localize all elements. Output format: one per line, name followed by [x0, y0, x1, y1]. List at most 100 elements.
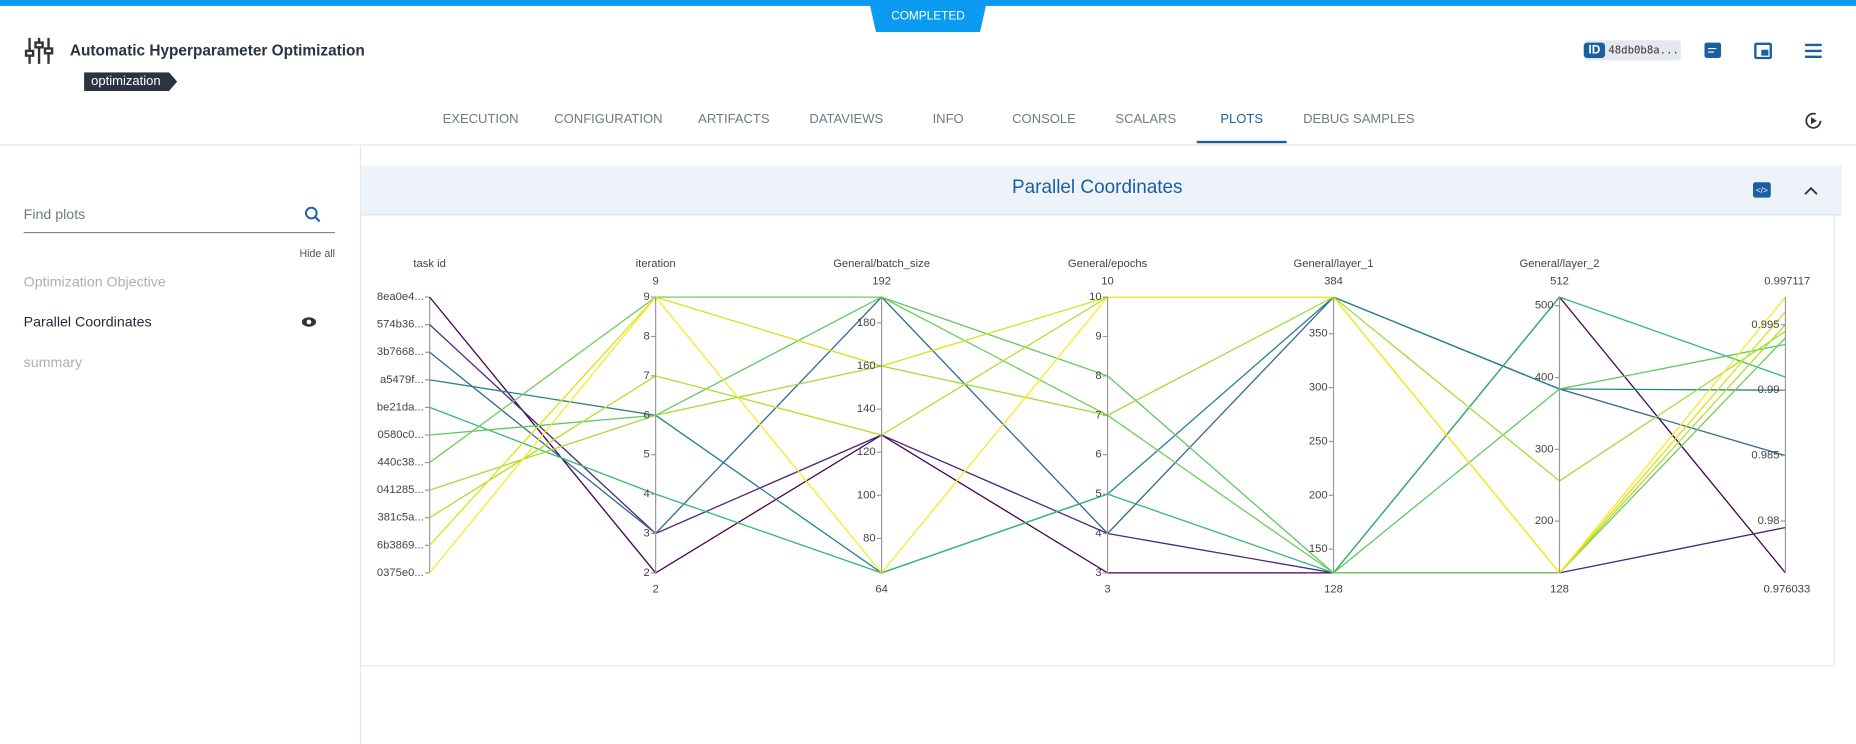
axis-max: 512	[1550, 276, 1569, 288]
axis-min: 64	[875, 583, 888, 595]
category-label: 6b3869...	[377, 539, 424, 551]
tick-label: 140	[857, 403, 876, 415]
collapse-button[interactable]	[1804, 186, 1818, 195]
app-icon	[24, 37, 54, 64]
tick-label: 10	[1089, 291, 1102, 303]
task-title: Automatic Hyperparameter Optimization	[69, 41, 365, 60]
visibility-icon[interactable]	[301, 316, 318, 328]
tick-label: 0.995	[1751, 319, 1779, 331]
tab[interactable]: PLOTS	[1220, 112, 1264, 127]
axis-max: 10	[1101, 276, 1114, 288]
layout-button[interactable]	[1754, 42, 1772, 60]
plot-actions: </>	[1753, 182, 1818, 198]
category-label: 3b7668...	[377, 346, 424, 358]
tick-label: 4	[1095, 527, 1101, 539]
tick-label: 500	[1535, 300, 1554, 312]
axis-max: 384	[1324, 276, 1343, 288]
category-label: 381c5a...	[378, 512, 424, 524]
tick-label: 350	[1309, 328, 1328, 340]
category-label: 0580c0...	[378, 429, 424, 441]
tick-label: 6	[643, 409, 649, 421]
tag[interactable]: optimization	[84, 72, 177, 91]
plot-list-item[interactable]: Parallel Coordinates	[23, 313, 152, 331]
tick-label: 300	[1309, 382, 1328, 394]
axis-max: 192	[872, 276, 891, 288]
category-label: 0375e0...	[377, 567, 424, 579]
search-icon[interactable]	[304, 206, 322, 224]
tick-label: 0.99	[1758, 384, 1780, 396]
axis-min: 2	[653, 583, 659, 595]
plot-list-item[interactable]: Optimization Objective	[23, 273, 166, 290]
axis-label: iteration	[636, 258, 676, 270]
tick-label: 150	[1309, 543, 1328, 555]
header-actions	[1704, 42, 1822, 60]
status-badge: COMPLETED	[868, 0, 988, 32]
tick-label: 8	[643, 330, 649, 342]
status-text: COMPLETED	[891, 9, 965, 23]
tick-label: 9	[1095, 330, 1101, 342]
id-badge[interactable]: ID 48db0b8a...	[1583, 40, 1681, 61]
tick-label: 200	[1309, 489, 1328, 501]
tick-label: 8	[1095, 370, 1101, 382]
tick-label: 3	[643, 527, 649, 539]
tab[interactable]: CONSOLE	[1012, 112, 1076, 127]
axis-max: 9	[653, 276, 659, 288]
menu-button[interactable]	[1805, 43, 1822, 58]
axis-label: task id	[413, 258, 445, 270]
tick-label: 7	[1095, 409, 1101, 421]
tick-label: 3	[1095, 567, 1101, 579]
category-label: 041285...	[377, 484, 424, 496]
tab[interactable]: CONFIGURATION	[554, 112, 663, 127]
sidebar-border	[359, 145, 362, 744]
embed-button[interactable]	[1753, 182, 1771, 198]
info-button[interactable]	[1704, 42, 1722, 58]
plot-header	[361, 165, 1842, 216]
tab[interactable]: INFO	[932, 112, 964, 127]
tick-label: 180	[857, 317, 876, 329]
category-label: 8ea0e4...	[377, 291, 424, 303]
axis-min: 128	[1550, 583, 1569, 595]
hide-all[interactable]: Hide all	[299, 247, 335, 260]
tick-label: 4	[643, 488, 649, 500]
tick-label: 6	[1095, 449, 1101, 461]
tick-label: 400	[1535, 372, 1554, 384]
axis-label: General/layer_1	[1294, 258, 1374, 270]
tick-label: 5	[1095, 488, 1101, 500]
tick-label: 300	[1535, 443, 1554, 455]
id-value: 48db0b8a...	[1608, 44, 1679, 57]
tab[interactable]: DATAVIEWS	[809, 112, 884, 127]
category-label: 440c38...	[378, 457, 424, 469]
tab[interactable]: ARTIFACTS	[698, 112, 770, 127]
axis-min: 0.976033	[1763, 583, 1810, 595]
tick-label: 250	[1309, 435, 1328, 447]
category-label: 574b36...	[377, 319, 424, 331]
tick-label: 7	[643, 370, 649, 382]
tick-label: 5	[643, 449, 649, 461]
tab[interactable]: DEBUG SAMPLES	[1303, 112, 1415, 127]
tick-label: 9	[643, 291, 649, 303]
tick-label: 100	[857, 489, 876, 501]
autorefresh-button[interactable]	[1803, 110, 1824, 131]
axis-min: 3	[1104, 583, 1110, 595]
tick-label: 80	[863, 532, 876, 544]
tick-label: 2	[643, 567, 649, 579]
tick-label: 160	[857, 360, 876, 372]
axis-min: 128	[1324, 583, 1343, 595]
divider	[0, 144, 1856, 146]
tab[interactable]: EXECUTION	[442, 112, 519, 127]
plot-list-item[interactable]: summary	[23, 353, 83, 371]
tick-label: 0.98	[1758, 515, 1780, 527]
axis-label: General/batch_size	[833, 258, 930, 270]
axis-label: General/layer_2	[1520, 258, 1600, 270]
svg-text:</>: </>	[1756, 186, 1768, 195]
tab[interactable]: SCALARS	[1115, 112, 1177, 127]
tick-label: 200	[1535, 515, 1554, 527]
plot-bottom	[361, 665, 1834, 667]
search-input[interactable]: Find plots	[23, 205, 86, 223]
category-label: be21da...	[377, 401, 424, 413]
plot-right	[1833, 214, 1835, 666]
category-label: a5479f...	[380, 374, 424, 386]
